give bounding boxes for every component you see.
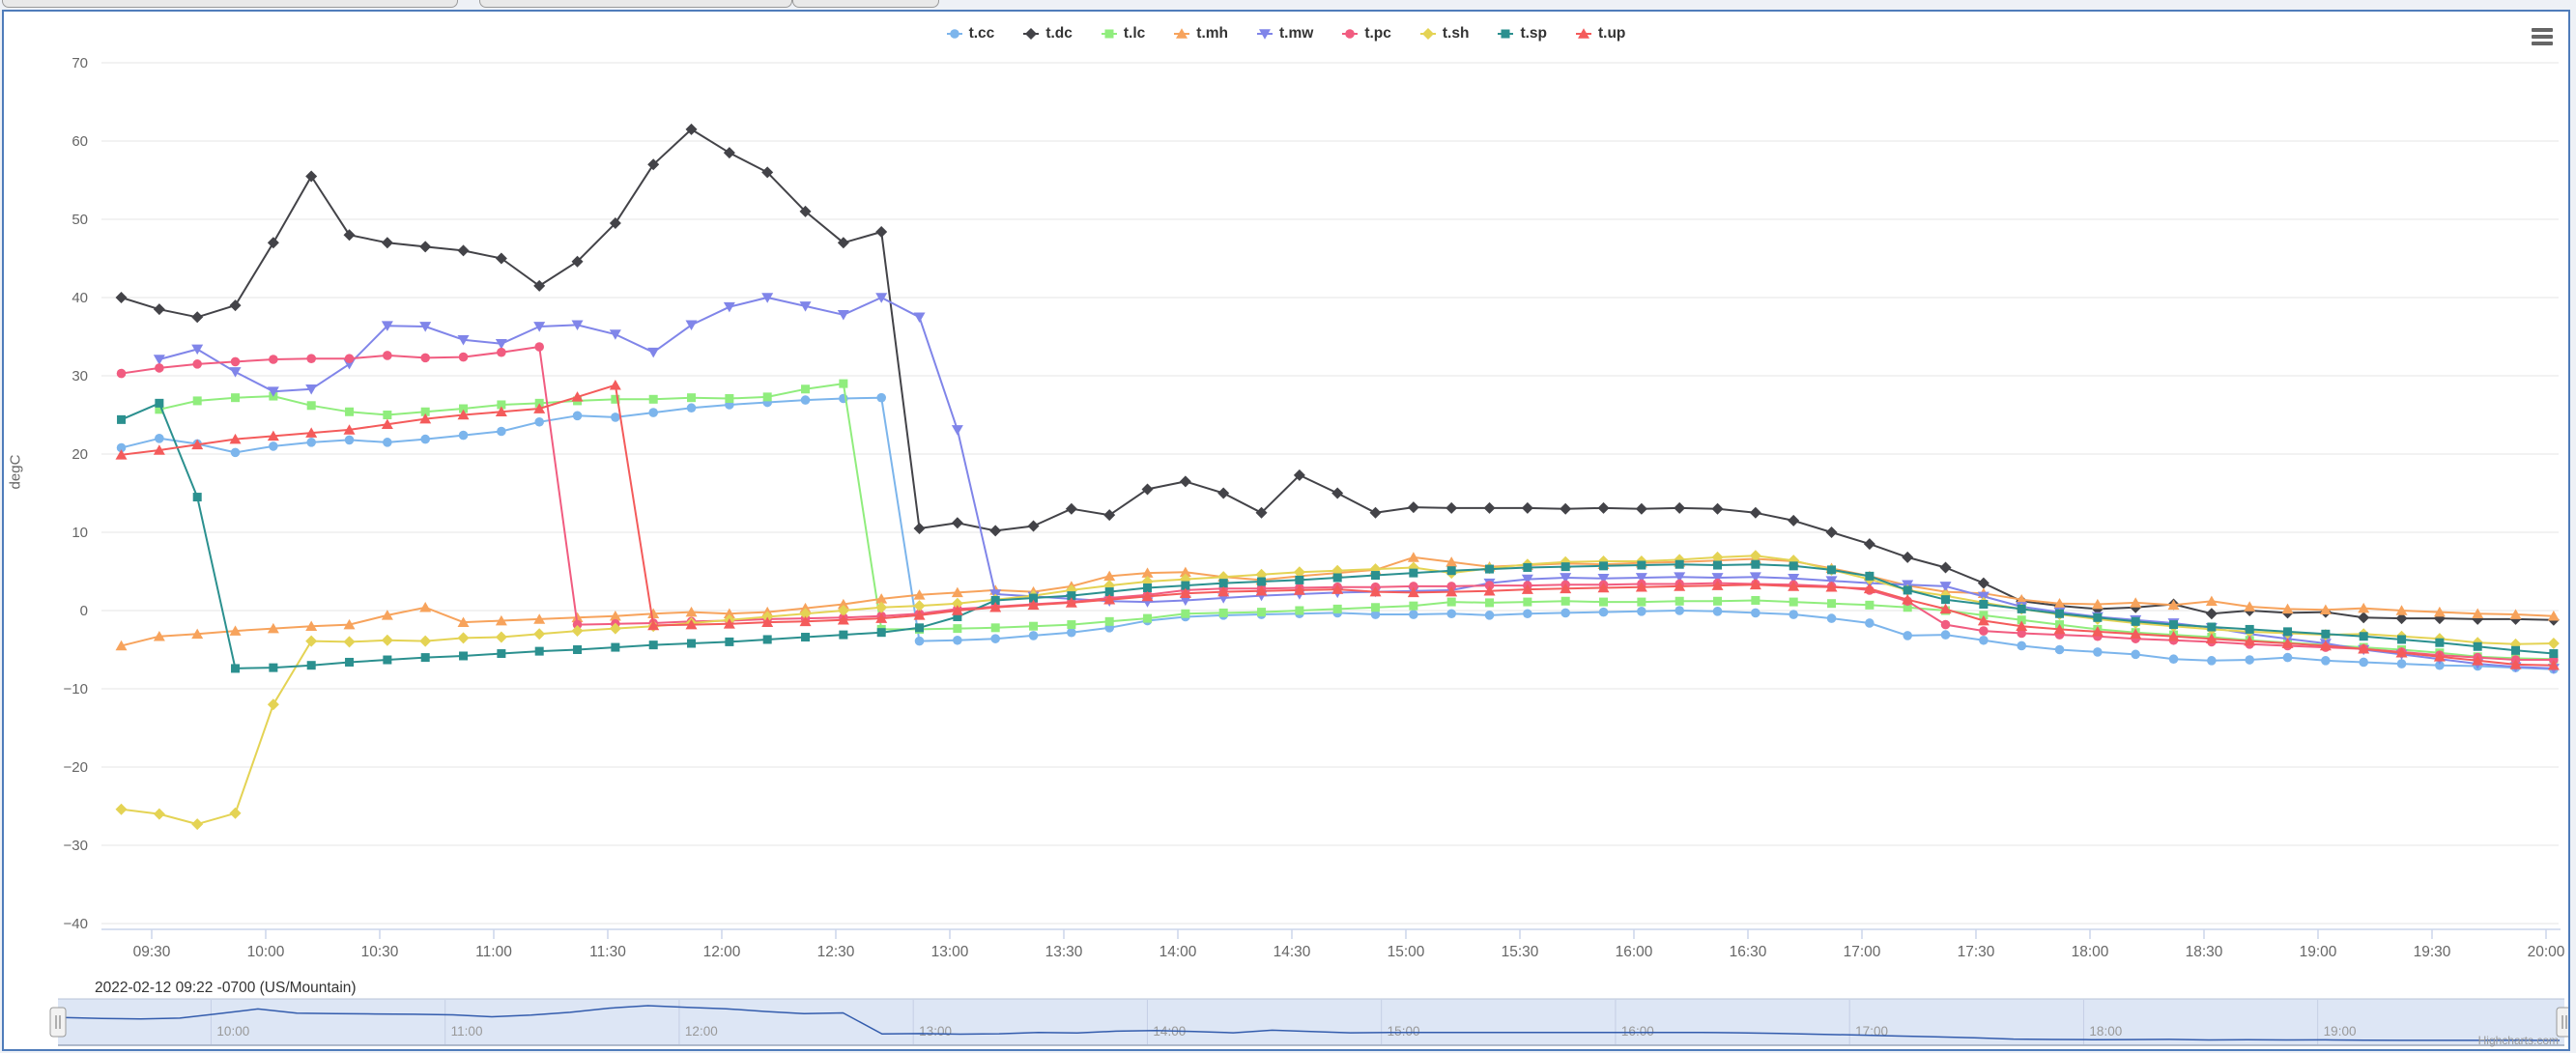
legend-item-t.sh[interactable]: t.sh: [1419, 25, 1470, 43]
legend-item-t.cc[interactable]: t.cc: [946, 25, 995, 43]
series-t.cc[interactable]: [116, 392, 2559, 674]
x-tick-label: 16:00: [1616, 944, 1653, 960]
navigator-mask[interactable]: [58, 999, 2564, 1045]
navigator-tick-label: 19:00: [2324, 1024, 2357, 1039]
legend-label: t.mw: [1279, 25, 1314, 42]
triangle-down-marker-icon: [1257, 29, 1273, 40]
navigator-tick-label: 18:00: [2089, 1024, 2122, 1039]
x-tick-label: 15:00: [1388, 944, 1425, 960]
plot-area: 70 60 50 40 30 20 10 0 −10 −20 −30 −40 09:30 10:00 10:…: [49, 55, 2568, 1046]
legend-item-t.mw[interactable]: t.mw: [1257, 25, 1313, 43]
y-tick-label: 0: [80, 603, 88, 619]
y-tick-label: 60: [72, 133, 88, 150]
hamburger-icon: [2532, 42, 2553, 45]
legend-item-t.pc[interactable]: t.pc: [1342, 25, 1391, 43]
legend-label: t.dc: [1045, 25, 1073, 42]
circle-marker-icon: [946, 29, 962, 39]
x-tick-label: 17:30: [1958, 944, 1995, 960]
legend-item-t.mh[interactable]: t.mh: [1174, 25, 1228, 43]
square-marker-icon: [1101, 29, 1117, 39]
square-marker-icon: [1498, 29, 1514, 39]
chart-menu-button[interactable]: [2530, 25, 2555, 48]
x-tick-label: 14:00: [1159, 944, 1197, 960]
y-axis-labels: 70 60 50 40 30 20 10 0 −10 −20 −30 −40: [64, 55, 88, 932]
chart-container: 70 60 50 40 30 20 10 0 −10 −20 −30 −40 09:30 10:00 10:…: [2, 10, 2570, 1051]
diamond-marker-icon: [1419, 28, 1436, 40]
x-tick-label: 18:00: [2072, 944, 2109, 960]
navigator[interactable]: 10:00 11:00 12:00 13:00 14:00 15:00 16:00 17:00…: [49, 998, 2568, 1046]
triangle-marker-icon: [1174, 28, 1190, 39]
navigator-tick-label: 16:00: [1621, 1024, 1654, 1039]
browser-tab-stub[interactable]: [2, 0, 458, 8]
circle-marker-icon: [1342, 29, 1359, 39]
legend-item-t.up[interactable]: t.up: [1576, 25, 1625, 43]
navigator-tick-label: 15:00: [1388, 1024, 1420, 1039]
x-tick-label: 10:00: [247, 944, 285, 960]
legend-item-t.dc[interactable]: t.dc: [1023, 25, 1073, 43]
y-tick-label: −30: [64, 838, 88, 854]
legend-label: t.pc: [1364, 25, 1391, 42]
y-tick-label: 30: [72, 368, 88, 384]
hamburger-icon: [2532, 35, 2553, 39]
x-tick-label: 18:30: [2186, 944, 2223, 960]
legend-label: t.lc: [1123, 25, 1146, 42]
series-t.sp[interactable]: [117, 398, 2559, 673]
x-tick-label: 09:30: [133, 944, 171, 960]
y-tick-label: 50: [72, 212, 88, 228]
triangle-marker-icon: [1576, 28, 1591, 39]
y-tick-label: 10: [72, 525, 88, 541]
series-t.up[interactable]: [115, 380, 2560, 670]
highcharts-credit[interactable]: Highcharts.com: [2477, 1034, 2559, 1047]
navigator-tick-label: 10:00: [216, 1024, 249, 1039]
x-tick-label: 19:00: [2300, 944, 2337, 960]
y-tick-label: −10: [64, 681, 88, 697]
y-tick-label: 70: [72, 55, 88, 71]
x-tick-label: 10:30: [361, 944, 399, 960]
y-tick-label: 20: [72, 446, 88, 463]
navigator-tick-label: 12:00: [685, 1024, 718, 1039]
x-tick-label: 13:30: [1045, 944, 1083, 960]
series-t.dc[interactable]: [115, 123, 2560, 626]
legend-label: t.mh: [1196, 25, 1228, 42]
navigator-left-handle[interactable]: [49, 1007, 67, 1038]
legend-item-t.sp[interactable]: t.sp: [1498, 25, 1547, 43]
y-tick-label: 40: [72, 290, 88, 306]
x-tick-label: 13:00: [931, 944, 969, 960]
x-tick-label: 11:30: [589, 944, 626, 960]
navigator-tick-label: 11:00: [451, 1024, 483, 1039]
browser-tab-stub[interactable]: [479, 0, 792, 8]
navigator-tick-label: 13:00: [919, 1024, 952, 1039]
legend-item-t.lc[interactable]: t.lc: [1101, 25, 1146, 43]
legend-label: t.cc: [968, 25, 995, 42]
y-tick-label: −40: [64, 916, 88, 932]
chart-subtitle-timestamp: 2022-02-12 09:22 -0700 (US/Mountain): [95, 980, 357, 996]
x-tick-label: 19:30: [2414, 944, 2451, 960]
hamburger-icon: [2532, 28, 2553, 32]
x-tick-label: 17:00: [1844, 944, 1881, 960]
x-tick-label: 14:30: [1274, 944, 1311, 960]
legend-label: t.up: [1598, 25, 1626, 42]
x-tick-label: 16:30: [1730, 944, 1767, 960]
diamond-marker-icon: [1023, 28, 1040, 40]
y-tick-label: −20: [64, 759, 88, 776]
x-tick-label: 11:00: [475, 944, 512, 960]
x-tick-label: 12:00: [703, 944, 741, 960]
x-axis-labels: 09:30 10:00 10:30 11:00 11:30 12:00 12:30 13:00…: [133, 929, 2565, 960]
legend-label: t.sh: [1442, 25, 1470, 42]
legend-label: t.sp: [1520, 25, 1547, 42]
browser-tab-stub[interactable]: [792, 0, 939, 8]
y-gridlines: [101, 62, 2559, 925]
x-tick-label: 12:30: [817, 944, 855, 960]
x-tick-label: 20:00: [2528, 944, 2565, 960]
navigator-series-line: [62, 1005, 2561, 1041]
y-axis-title: degC: [7, 454, 24, 490]
navigator-right-handle[interactable]: [2556, 1007, 2568, 1038]
x-tick-label: 15:30: [1502, 944, 1539, 960]
chart-legend: t.cc t.dc t.lc t.mh t.mw t.pc t.sh t.sp t.up: [4, 25, 2568, 43]
